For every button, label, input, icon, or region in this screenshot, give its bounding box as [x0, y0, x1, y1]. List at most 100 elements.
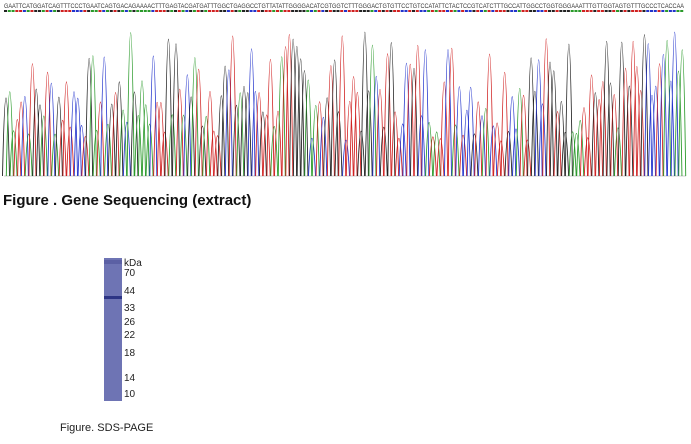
peak	[413, 45, 422, 177]
base-block	[461, 10, 465, 12]
base-block	[672, 10, 676, 12]
base-block	[442, 10, 446, 12]
peak	[394, 138, 403, 177]
peak	[43, 72, 52, 177]
base-block	[113, 10, 117, 12]
peak	[572, 133, 581, 177]
base-block	[646, 10, 650, 12]
base-block	[385, 10, 389, 12]
base-block	[642, 10, 646, 12]
peak	[530, 90, 539, 177]
peak	[54, 97, 63, 177]
peak	[538, 103, 547, 177]
peak	[296, 58, 305, 177]
peak	[58, 120, 67, 177]
peak	[417, 115, 426, 177]
peak	[119, 109, 128, 177]
peak	[175, 88, 184, 177]
peak	[436, 138, 445, 177]
base-block	[340, 10, 344, 12]
peak	[519, 95, 528, 177]
base-block	[151, 10, 155, 12]
base-block	[627, 10, 631, 12]
peak	[232, 104, 241, 177]
peak	[632, 65, 641, 177]
peak	[666, 80, 675, 177]
peak	[387, 42, 396, 177]
base-block	[332, 10, 336, 12]
gel-marker: 26	[124, 317, 136, 328]
peak	[85, 57, 94, 177]
base-block	[378, 10, 382, 12]
base-block	[132, 10, 136, 12]
base-block	[128, 10, 132, 12]
peak	[77, 125, 86, 177]
base-blocks	[4, 10, 684, 12]
base-block	[355, 10, 359, 12]
peak	[36, 104, 44, 177]
peak	[2, 97, 10, 177]
base-block	[366, 10, 370, 12]
base-block	[631, 10, 635, 12]
base-block	[370, 10, 374, 12]
base-block	[612, 10, 616, 12]
peak	[134, 115, 143, 177]
peak	[508, 96, 517, 177]
peak	[217, 95, 226, 177]
base-block	[359, 10, 363, 12]
peak	[383, 53, 392, 177]
base-block	[98, 10, 102, 12]
base-block	[680, 10, 684, 12]
base-block	[495, 10, 499, 12]
gel-marker: 70	[124, 268, 136, 279]
peak	[221, 65, 230, 177]
peak	[206, 91, 214, 177]
base-block	[476, 10, 480, 12]
base-block	[506, 10, 510, 12]
peak	[659, 54, 668, 177]
base-block	[453, 10, 457, 12]
peak	[202, 116, 211, 177]
base-block	[430, 10, 434, 12]
sequence: GAATTCATGGATCAGTTTCCCTGAATCAGTGACAGAAAAC…	[4, 4, 684, 10]
peak	[398, 123, 407, 177]
peak	[406, 63, 415, 177]
base-block	[185, 10, 189, 12]
peak	[20, 96, 29, 177]
peak	[489, 125, 498, 177]
base-block	[551, 10, 555, 12]
peak	[5, 91, 14, 177]
base-block	[223, 10, 227, 12]
peak	[262, 114, 271, 177]
base-block	[419, 10, 423, 12]
peak	[236, 92, 245, 177]
base-block	[657, 10, 661, 12]
peak	[270, 126, 279, 177]
base-block	[34, 10, 38, 12]
peak	[674, 71, 683, 177]
peak	[160, 132, 169, 177]
base-block	[623, 10, 627, 12]
base-block	[181, 10, 185, 12]
base-block	[26, 10, 30, 12]
base-block	[140, 10, 144, 12]
sequencing-caption: Figure . Gene Sequencing (extract)	[3, 192, 251, 209]
base-block	[53, 10, 57, 12]
base-block	[578, 10, 582, 12]
base-block	[38, 10, 42, 12]
peak	[183, 74, 192, 177]
base-block	[404, 10, 408, 12]
peak	[164, 38, 173, 177]
peak	[583, 137, 592, 177]
peak	[96, 101, 105, 177]
base-block	[593, 10, 597, 12]
base-block	[117, 10, 121, 12]
gel-lane	[104, 258, 122, 401]
base-block	[446, 10, 450, 12]
peak	[651, 85, 660, 177]
base-block	[272, 10, 276, 12]
base-block	[351, 10, 355, 12]
peak	[372, 76, 381, 177]
base-block	[510, 10, 514, 12]
peak	[523, 139, 532, 177]
